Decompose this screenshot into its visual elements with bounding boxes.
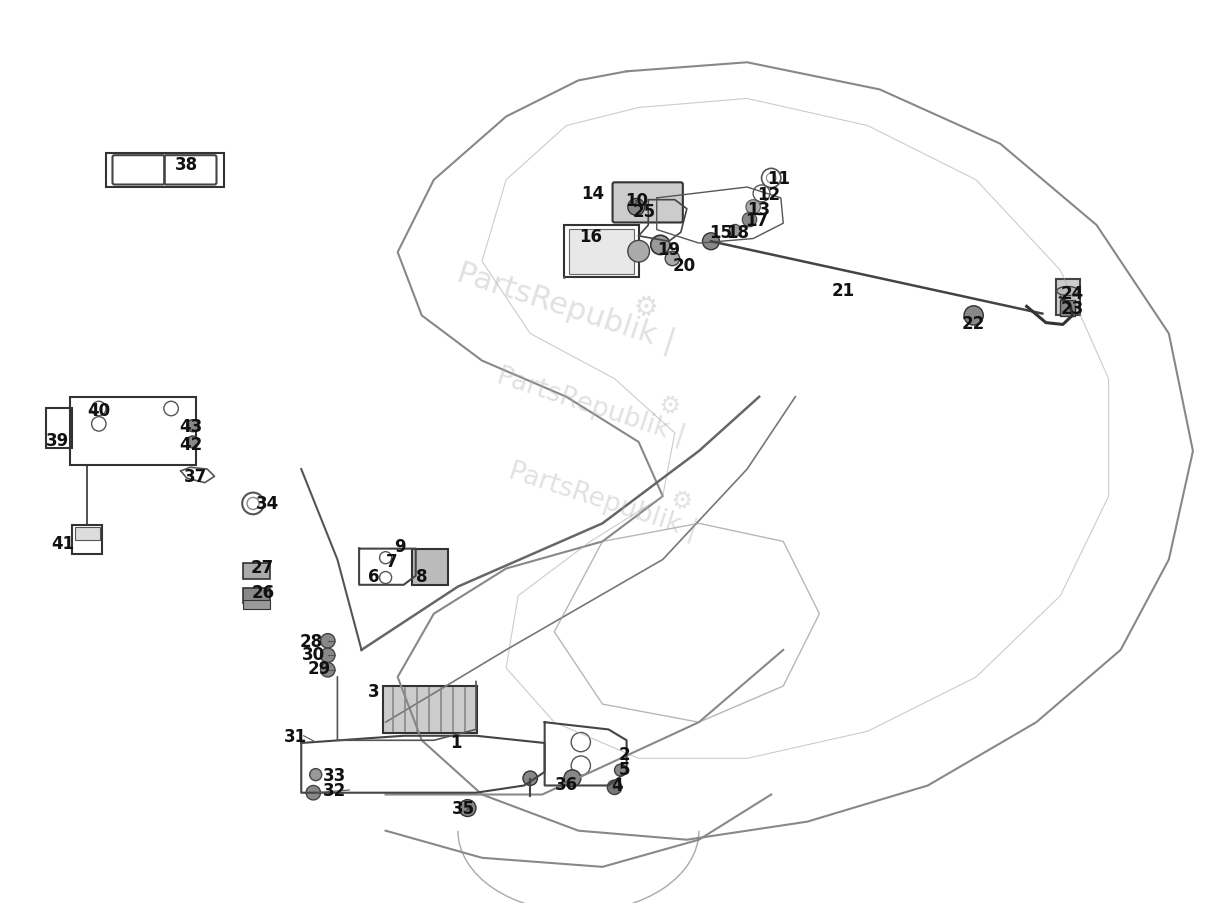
- Text: 21: 21: [831, 282, 856, 300]
- Circle shape: [321, 648, 335, 663]
- Bar: [46, 408, 72, 449]
- Text: 24: 24: [1060, 284, 1084, 303]
- FancyBboxPatch shape: [612, 183, 683, 223]
- Text: 4: 4: [611, 777, 623, 795]
- Circle shape: [628, 200, 645, 216]
- Text: 23: 23: [1060, 300, 1084, 318]
- Text: 43: 43: [178, 417, 202, 435]
- Circle shape: [628, 241, 649, 263]
- Ellipse shape: [1057, 287, 1078, 296]
- Bar: [1056, 280, 1080, 316]
- Text: ⚙: ⚙: [656, 392, 682, 421]
- Text: 16: 16: [578, 228, 602, 246]
- Text: 9: 9: [394, 537, 406, 555]
- Circle shape: [729, 225, 741, 237]
- Text: 11: 11: [766, 170, 790, 188]
- Circle shape: [615, 764, 627, 777]
- Text: PartsRepublik |: PartsRepublik |: [453, 257, 680, 357]
- Bar: [243, 600, 270, 610]
- Circle shape: [742, 213, 757, 228]
- Text: 39: 39: [46, 432, 70, 450]
- Text: 5: 5: [618, 760, 630, 778]
- Circle shape: [665, 252, 680, 266]
- Text: 15: 15: [709, 224, 733, 242]
- Text: 14: 14: [581, 185, 605, 203]
- Text: 20: 20: [672, 256, 696, 275]
- Text: 10: 10: [624, 191, 648, 209]
- Text: 29: 29: [307, 659, 331, 677]
- Text: 32: 32: [323, 781, 347, 799]
- Bar: [70, 397, 196, 465]
- Text: 28: 28: [299, 632, 323, 650]
- Text: 41: 41: [51, 535, 75, 553]
- Text: 2: 2: [618, 745, 630, 763]
- Circle shape: [459, 800, 476, 816]
- Text: 40: 40: [87, 402, 111, 420]
- Text: 30: 30: [301, 646, 325, 664]
- Circle shape: [321, 634, 335, 648]
- Text: 33: 33: [323, 766, 347, 784]
- Circle shape: [187, 436, 199, 449]
- Text: PartsRepublik |: PartsRepublik |: [505, 458, 700, 545]
- Bar: [72, 526, 102, 554]
- Text: 35: 35: [452, 799, 476, 817]
- Text: 22: 22: [962, 314, 986, 332]
- Text: ⚙: ⚙: [629, 290, 660, 324]
- Text: 8: 8: [416, 567, 428, 585]
- Circle shape: [746, 200, 760, 215]
- Circle shape: [310, 768, 322, 781]
- Text: PartsRepublik |: PartsRepublik |: [493, 363, 688, 450]
- Text: 7: 7: [386, 553, 398, 571]
- Text: 42: 42: [178, 435, 202, 453]
- Text: 36: 36: [554, 775, 578, 793]
- Text: 26: 26: [251, 583, 275, 601]
- Circle shape: [306, 786, 321, 800]
- Circle shape: [187, 420, 199, 433]
- Text: 38: 38: [175, 155, 199, 173]
- Bar: [243, 589, 270, 603]
- Circle shape: [564, 770, 581, 787]
- Circle shape: [651, 236, 670, 256]
- Circle shape: [607, 780, 622, 795]
- Bar: [569, 229, 634, 275]
- Bar: [564, 226, 639, 278]
- Text: 31: 31: [283, 727, 307, 745]
- Text: 19: 19: [657, 240, 681, 258]
- Text: 25: 25: [633, 203, 657, 221]
- Text: 1: 1: [449, 733, 462, 751]
- Bar: [243, 563, 270, 580]
- Text: 37: 37: [183, 468, 207, 486]
- Text: 12: 12: [757, 186, 781, 204]
- Circle shape: [703, 234, 719, 250]
- Text: 17: 17: [745, 212, 769, 230]
- Bar: [412, 549, 448, 585]
- Bar: [106, 154, 224, 188]
- Bar: [1060, 301, 1075, 317]
- Circle shape: [321, 663, 335, 677]
- Circle shape: [964, 306, 983, 326]
- Circle shape: [523, 771, 537, 786]
- Text: 3: 3: [368, 682, 380, 700]
- Text: 18: 18: [725, 224, 750, 242]
- Text: ⚙: ⚙: [668, 487, 694, 516]
- Text: 34: 34: [255, 495, 280, 513]
- Text: 27: 27: [251, 558, 275, 576]
- Bar: [75, 527, 100, 540]
- Text: 13: 13: [747, 200, 771, 219]
- Text: 6: 6: [368, 567, 380, 585]
- Bar: [383, 686, 477, 733]
